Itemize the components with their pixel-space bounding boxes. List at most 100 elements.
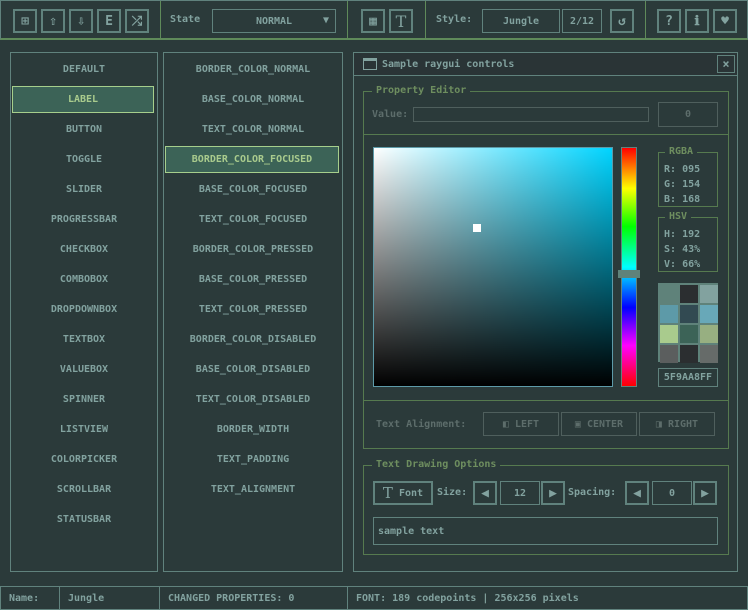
hue-slider-handle[interactable] bbox=[618, 270, 640, 278]
property-item[interactable]: TEXT_COLOR_DISABLED bbox=[195, 394, 311, 405]
color-palette[interactable] bbox=[658, 283, 718, 363]
close-icon[interactable]: × bbox=[717, 55, 735, 73]
property-item[interactable]: BASE_COLOR_DISABLED bbox=[195, 364, 311, 375]
file-open-icon[interactable]: ⇧ bbox=[41, 9, 65, 33]
control-item[interactable]: VALUEBOX bbox=[59, 364, 109, 375]
control-item[interactable]: SPINNER bbox=[62, 394, 106, 405]
align-center-button[interactable]: ▣ CENTER bbox=[561, 412, 637, 436]
palette-swatch[interactable] bbox=[660, 325, 678, 343]
control-item[interactable]: CHECKBOX bbox=[59, 244, 109, 255]
g-label: G: bbox=[664, 179, 677, 190]
control-item[interactable]: LABEL bbox=[12, 86, 154, 113]
palette-swatch[interactable] bbox=[700, 325, 718, 343]
status-changed: CHANGED PROPERTIES: 0 bbox=[159, 586, 348, 610]
value-input[interactable] bbox=[413, 107, 649, 122]
palette-swatch[interactable] bbox=[680, 325, 698, 343]
rgba-group: RGBA R: 095 G: 154 B: 168 bbox=[658, 146, 718, 207]
spacing-value[interactable]: 0 bbox=[652, 481, 692, 505]
group-title: Property Editor bbox=[372, 85, 471, 96]
palette-swatch[interactable] bbox=[700, 305, 718, 323]
picker-cursor[interactable] bbox=[473, 224, 481, 232]
control-item[interactable]: SCROLLBAR bbox=[56, 484, 112, 495]
align-center-icon: ▣ bbox=[574, 418, 587, 430]
spacing-decrease-button[interactable]: ◀ bbox=[625, 481, 649, 505]
file-save-icon[interactable]: ⇩ bbox=[69, 9, 93, 33]
palette-swatch[interactable] bbox=[660, 305, 678, 323]
align-left-button[interactable]: ◧ LEFT bbox=[483, 412, 559, 436]
font-icon: T bbox=[382, 484, 393, 502]
align-right-button[interactable]: ◨ RIGHT bbox=[639, 412, 715, 436]
sample-text-input[interactable]: sample text bbox=[373, 517, 718, 545]
h-label: H: bbox=[664, 229, 677, 240]
heart-icon[interactable]: ♥ bbox=[713, 9, 737, 33]
property-item[interactable]: TEXT_COLOR_PRESSED bbox=[198, 304, 308, 315]
text-options-group: Text Drawing Options T Font Size: ◀ 12 ▶… bbox=[363, 459, 729, 555]
size-decrease-button[interactable]: ◀ bbox=[473, 481, 497, 505]
property-item[interactable]: BORDER_COLOR_FOCUSED bbox=[165, 146, 339, 173]
property-item[interactable]: BORDER_COLOR_DISABLED bbox=[189, 334, 317, 345]
control-item[interactable]: LISTVIEW bbox=[59, 424, 109, 435]
color-picker-square[interactable] bbox=[373, 147, 613, 387]
property-item[interactable]: BASE_COLOR_FOCUSED bbox=[198, 184, 308, 195]
palette-swatch[interactable] bbox=[680, 345, 698, 363]
property-item[interactable]: TEXT_COLOR_NORMAL bbox=[201, 124, 305, 135]
control-item[interactable]: SLIDER bbox=[65, 184, 103, 195]
r-value: 095 bbox=[682, 164, 701, 175]
palette-swatch[interactable] bbox=[700, 285, 718, 303]
spacing-increase-button[interactable]: ▶ bbox=[693, 481, 717, 505]
property-item[interactable]: TEXT_COLOR_FOCUSED bbox=[198, 214, 308, 225]
font-icon[interactable]: T bbox=[389, 9, 413, 33]
control-item[interactable]: DROPDOWNBOX bbox=[50, 304, 118, 315]
control-item[interactable]: COLORPICKER bbox=[50, 454, 118, 465]
file-export-icon[interactable]: E bbox=[97, 9, 121, 33]
h-value: 192 bbox=[682, 229, 701, 240]
hex-input[interactable]: 5F9AA8FF bbox=[658, 368, 718, 387]
property-item[interactable]: BORDER_COLOR_NORMAL bbox=[195, 64, 311, 75]
palette-swatch[interactable] bbox=[680, 285, 698, 303]
info-icon[interactable]: ℹ bbox=[685, 9, 709, 33]
font-button[interactable]: T Font bbox=[373, 481, 433, 505]
window-titlebar[interactable]: Sample raygui controls × bbox=[354, 53, 737, 76]
b-value: 168 bbox=[682, 194, 701, 205]
property-item[interactable]: BASE_COLOR_NORMAL bbox=[201, 94, 305, 105]
control-item[interactable]: TEXTBOX bbox=[62, 334, 106, 345]
style-selector[interactable]: Jungle bbox=[482, 9, 560, 33]
property-item[interactable]: BORDER_COLOR_PRESSED bbox=[192, 244, 314, 255]
control-item[interactable]: BUTTON bbox=[65, 124, 103, 135]
grid-icon[interactable]: ▦ bbox=[361, 9, 385, 33]
size-increase-button[interactable]: ▶ bbox=[541, 481, 565, 505]
v-label: V: bbox=[664, 259, 677, 270]
control-item[interactable]: PROGRESSBAR bbox=[50, 214, 118, 225]
controls-list[interactable]: DEFAULT LABEL BUTTON TOGGLE SLIDER PROGRESSBA… bbox=[10, 52, 158, 572]
state-dropdown[interactable]: NORMAL ▼ bbox=[212, 9, 336, 33]
property-item[interactable]: TEXT_PADDING bbox=[216, 454, 290, 465]
palette-swatch[interactable] bbox=[680, 305, 698, 323]
control-item[interactable]: DEFAULT bbox=[62, 64, 106, 75]
align-left-icon: ◧ bbox=[502, 418, 515, 430]
value-box[interactable]: 0 bbox=[658, 102, 718, 127]
control-item[interactable]: STATUSBAR bbox=[56, 514, 112, 525]
state-value: NORMAL bbox=[255, 15, 293, 27]
random-icon[interactable]: ⤮ bbox=[125, 9, 149, 33]
align-right-icon: ◨ bbox=[655, 418, 668, 430]
align-left-label: LEFT bbox=[514, 418, 540, 430]
control-item[interactable]: TOGGLE bbox=[65, 154, 103, 165]
hsv-group: HSV H: 192 S: 43% V: 66% bbox=[658, 211, 718, 272]
palette-swatch[interactable] bbox=[700, 345, 718, 363]
properties-list[interactable]: BORDER_COLOR_NORMAL BASE_COLOR_NORMAL TEXT… bbox=[163, 52, 343, 572]
size-value[interactable]: 12 bbox=[500, 481, 540, 505]
property-item[interactable]: BORDER_WIDTH bbox=[216, 424, 290, 435]
chevron-down-icon: ▼ bbox=[322, 15, 329, 26]
reset-icon[interactable]: ↺ bbox=[610, 9, 634, 33]
palette-swatch[interactable] bbox=[660, 345, 678, 363]
property-item[interactable]: BASE_COLOR_PRESSED bbox=[198, 274, 308, 285]
hue-bar[interactable] bbox=[618, 147, 640, 387]
control-item[interactable]: COMBOBOX bbox=[59, 274, 109, 285]
property-item[interactable]: TEXT_ALIGNMENT bbox=[210, 484, 296, 495]
help-icon[interactable]: ? bbox=[657, 9, 681, 33]
property-editor-group: Property Editor Value: 0 RGBA R: 095 G: … bbox=[363, 85, 729, 449]
status-name-value: Jungle bbox=[59, 586, 160, 610]
file-new-icon[interactable]: ⊞ bbox=[13, 9, 37, 33]
status-name-label: Name: bbox=[0, 586, 60, 610]
palette-swatch[interactable] bbox=[660, 285, 678, 303]
